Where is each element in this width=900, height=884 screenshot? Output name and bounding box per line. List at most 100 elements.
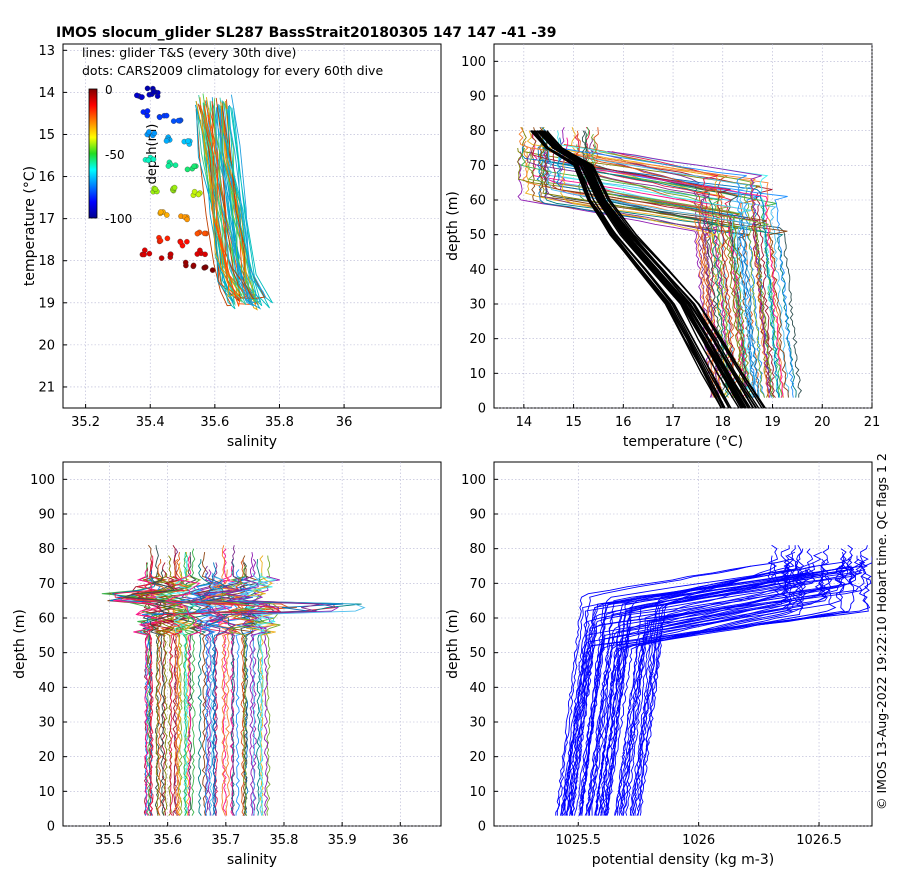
density-profile-49 xyxy=(625,558,851,816)
salinity-profiles xyxy=(101,544,366,816)
ts-climatology-dot-20-3 xyxy=(156,114,163,121)
density-profile-58 xyxy=(600,558,863,816)
salinity-profile-38 xyxy=(113,569,163,816)
density-profile-37 xyxy=(561,545,869,816)
temp-xtick-label-4: 18 xyxy=(715,415,732,430)
salinity-ylabel: depth (m) xyxy=(12,609,28,679)
sal-xtick-label-3: 35.8 xyxy=(270,833,299,848)
ts-glider-line-32 xyxy=(227,105,263,307)
temp-xtick-label-0: 14 xyxy=(516,415,533,430)
temp-xtick-label-2: 16 xyxy=(615,415,632,430)
sal-xtick-label-1: 35.6 xyxy=(153,833,182,848)
density-profile-45 xyxy=(594,545,791,816)
salinity-profile-22 xyxy=(197,569,226,816)
ts-plot-frame xyxy=(62,43,442,409)
density-ylabel: depth (m) xyxy=(445,609,461,679)
temperature-profile-51 xyxy=(559,147,757,398)
temperature-profile-50 xyxy=(566,137,784,398)
ts-climatology-dot-13-3 xyxy=(145,157,152,164)
ts-climatology-dot-1-1 xyxy=(158,255,165,261)
dens-xtick-label-2: 1026.5 xyxy=(796,833,842,848)
sal-ytick-label-7: 70 xyxy=(38,577,55,592)
ts-glider-line-31 xyxy=(221,99,266,300)
ts-climatology-dot-14-0 xyxy=(172,162,179,168)
sal-ytick-label-2: 20 xyxy=(38,750,55,765)
temp-ytick-label-6: 60 xyxy=(469,194,486,209)
density-profile-47 xyxy=(574,544,856,816)
colorbar-tick-100: -100 xyxy=(105,212,132,226)
ts-glider-line-24 xyxy=(230,106,273,304)
density-profile-22 xyxy=(634,544,779,816)
density-profile-5 xyxy=(622,551,849,816)
temperature-profile-21 xyxy=(589,137,714,398)
sal-ytick-label-0: 0 xyxy=(47,820,55,835)
ts-climatology-dot-2-3 xyxy=(182,259,189,266)
temperature-ylabel: depth (m) xyxy=(445,191,461,261)
dens-ytick-label-2: 20 xyxy=(469,750,486,765)
ts-climatology-dot-4-1 xyxy=(164,235,171,242)
dens-ytick-label-8: 80 xyxy=(469,542,486,557)
sal-ytick-label-1: 10 xyxy=(38,785,55,800)
ts-ytick-label-0: 13 xyxy=(38,44,55,59)
ts-diagram-axes: 35.2 35.4 35.6 35.8 36 13 14 15 16 17 18 19 20 21 xyxy=(38,43,442,430)
ts-glider-lines xyxy=(194,93,273,311)
temp-ytick-label-10: 100 xyxy=(461,55,486,70)
temperature-profile-24 xyxy=(552,151,771,398)
salinity-profile-46 xyxy=(158,552,214,816)
density-profile-54 xyxy=(605,565,816,816)
density-profile-11 xyxy=(629,565,807,816)
colorbar-tick-0: 0 xyxy=(105,83,113,97)
ts-climatology-dot-4-3 xyxy=(157,237,164,244)
temperature-profile-33 xyxy=(544,140,795,398)
ts-ytick-label-2: 15 xyxy=(38,128,55,143)
temperature-climatology-22 xyxy=(542,130,758,408)
ts-ytick-label-7: 20 xyxy=(38,338,55,353)
density-profile-3 xyxy=(636,569,843,816)
temp-xtick-label-5: 19 xyxy=(764,415,781,430)
temp-ytick-label-9: 90 xyxy=(469,90,486,105)
temp-ytick-label-0: 0 xyxy=(478,402,486,417)
ts-glider-line-28 xyxy=(221,101,256,303)
density-depth-axes: 1025.5 1026 1026.5 0 10 20 30 40 50 60 70 80 90 100 xyxy=(461,461,873,848)
temperature-profile-45 xyxy=(518,126,770,398)
temperature-profile-13 xyxy=(542,130,797,398)
temperature-depth-axes: 14 15 16 17 18 19 20 21 0 10 20 30 40 50 60 70 80 90 100 xyxy=(461,43,880,430)
temp-ytick-label-1: 10 xyxy=(469,367,486,382)
ts-climatology-dot-3-3 xyxy=(209,267,216,273)
ts-climatology-dot-19-1 xyxy=(144,112,151,119)
ts-climatology-dot-7-2 xyxy=(164,212,170,218)
temperature-profile-54 xyxy=(556,137,760,398)
dens-ytick-label-4: 40 xyxy=(469,681,486,696)
temp-ytick-label-5: 50 xyxy=(469,228,486,243)
ts-glider-line-29 xyxy=(195,97,240,297)
sal-xtick-label-0: 35.5 xyxy=(95,833,124,848)
ts-climatology-dot-7-3 xyxy=(157,209,164,215)
ts-climatology-dot-15-3 xyxy=(191,163,197,169)
sal-ytick-label-4: 40 xyxy=(38,681,55,696)
ts-ytick-label-3: 16 xyxy=(38,170,55,185)
ts-xtick-label-2: 35.6 xyxy=(200,415,229,430)
temperature-profile-40 xyxy=(527,151,748,398)
density-profile-53 xyxy=(603,555,866,816)
temperature-profile-35 xyxy=(583,130,748,398)
dens-ytick-label-9: 90 xyxy=(469,508,486,523)
sal-xtick-label-4: 35.9 xyxy=(328,833,357,848)
ts-ytick-label-5: 18 xyxy=(38,254,55,269)
sal-ytick-label-9: 90 xyxy=(38,508,55,523)
dens-ytick-label-1: 10 xyxy=(469,785,486,800)
dens-ytick-label-0: 0 xyxy=(478,820,486,835)
sal-ytick-label-10: 100 xyxy=(30,473,55,488)
sal-xtick-label-2: 35.7 xyxy=(211,833,240,848)
density-profiles xyxy=(555,544,872,816)
temperature-profiles xyxy=(516,126,802,408)
dens-ytick-label-3: 30 xyxy=(469,716,486,731)
dens-ytick-label-10: 100 xyxy=(461,473,486,488)
salinity-profile-14 xyxy=(167,548,201,816)
dens-xtick-label-0: 1025.5 xyxy=(556,833,602,848)
sal-ytick-label-5: 50 xyxy=(38,646,55,661)
colorbar xyxy=(88,88,98,219)
temp-ytick-label-4: 40 xyxy=(469,263,486,278)
density-profile-4 xyxy=(637,569,816,816)
